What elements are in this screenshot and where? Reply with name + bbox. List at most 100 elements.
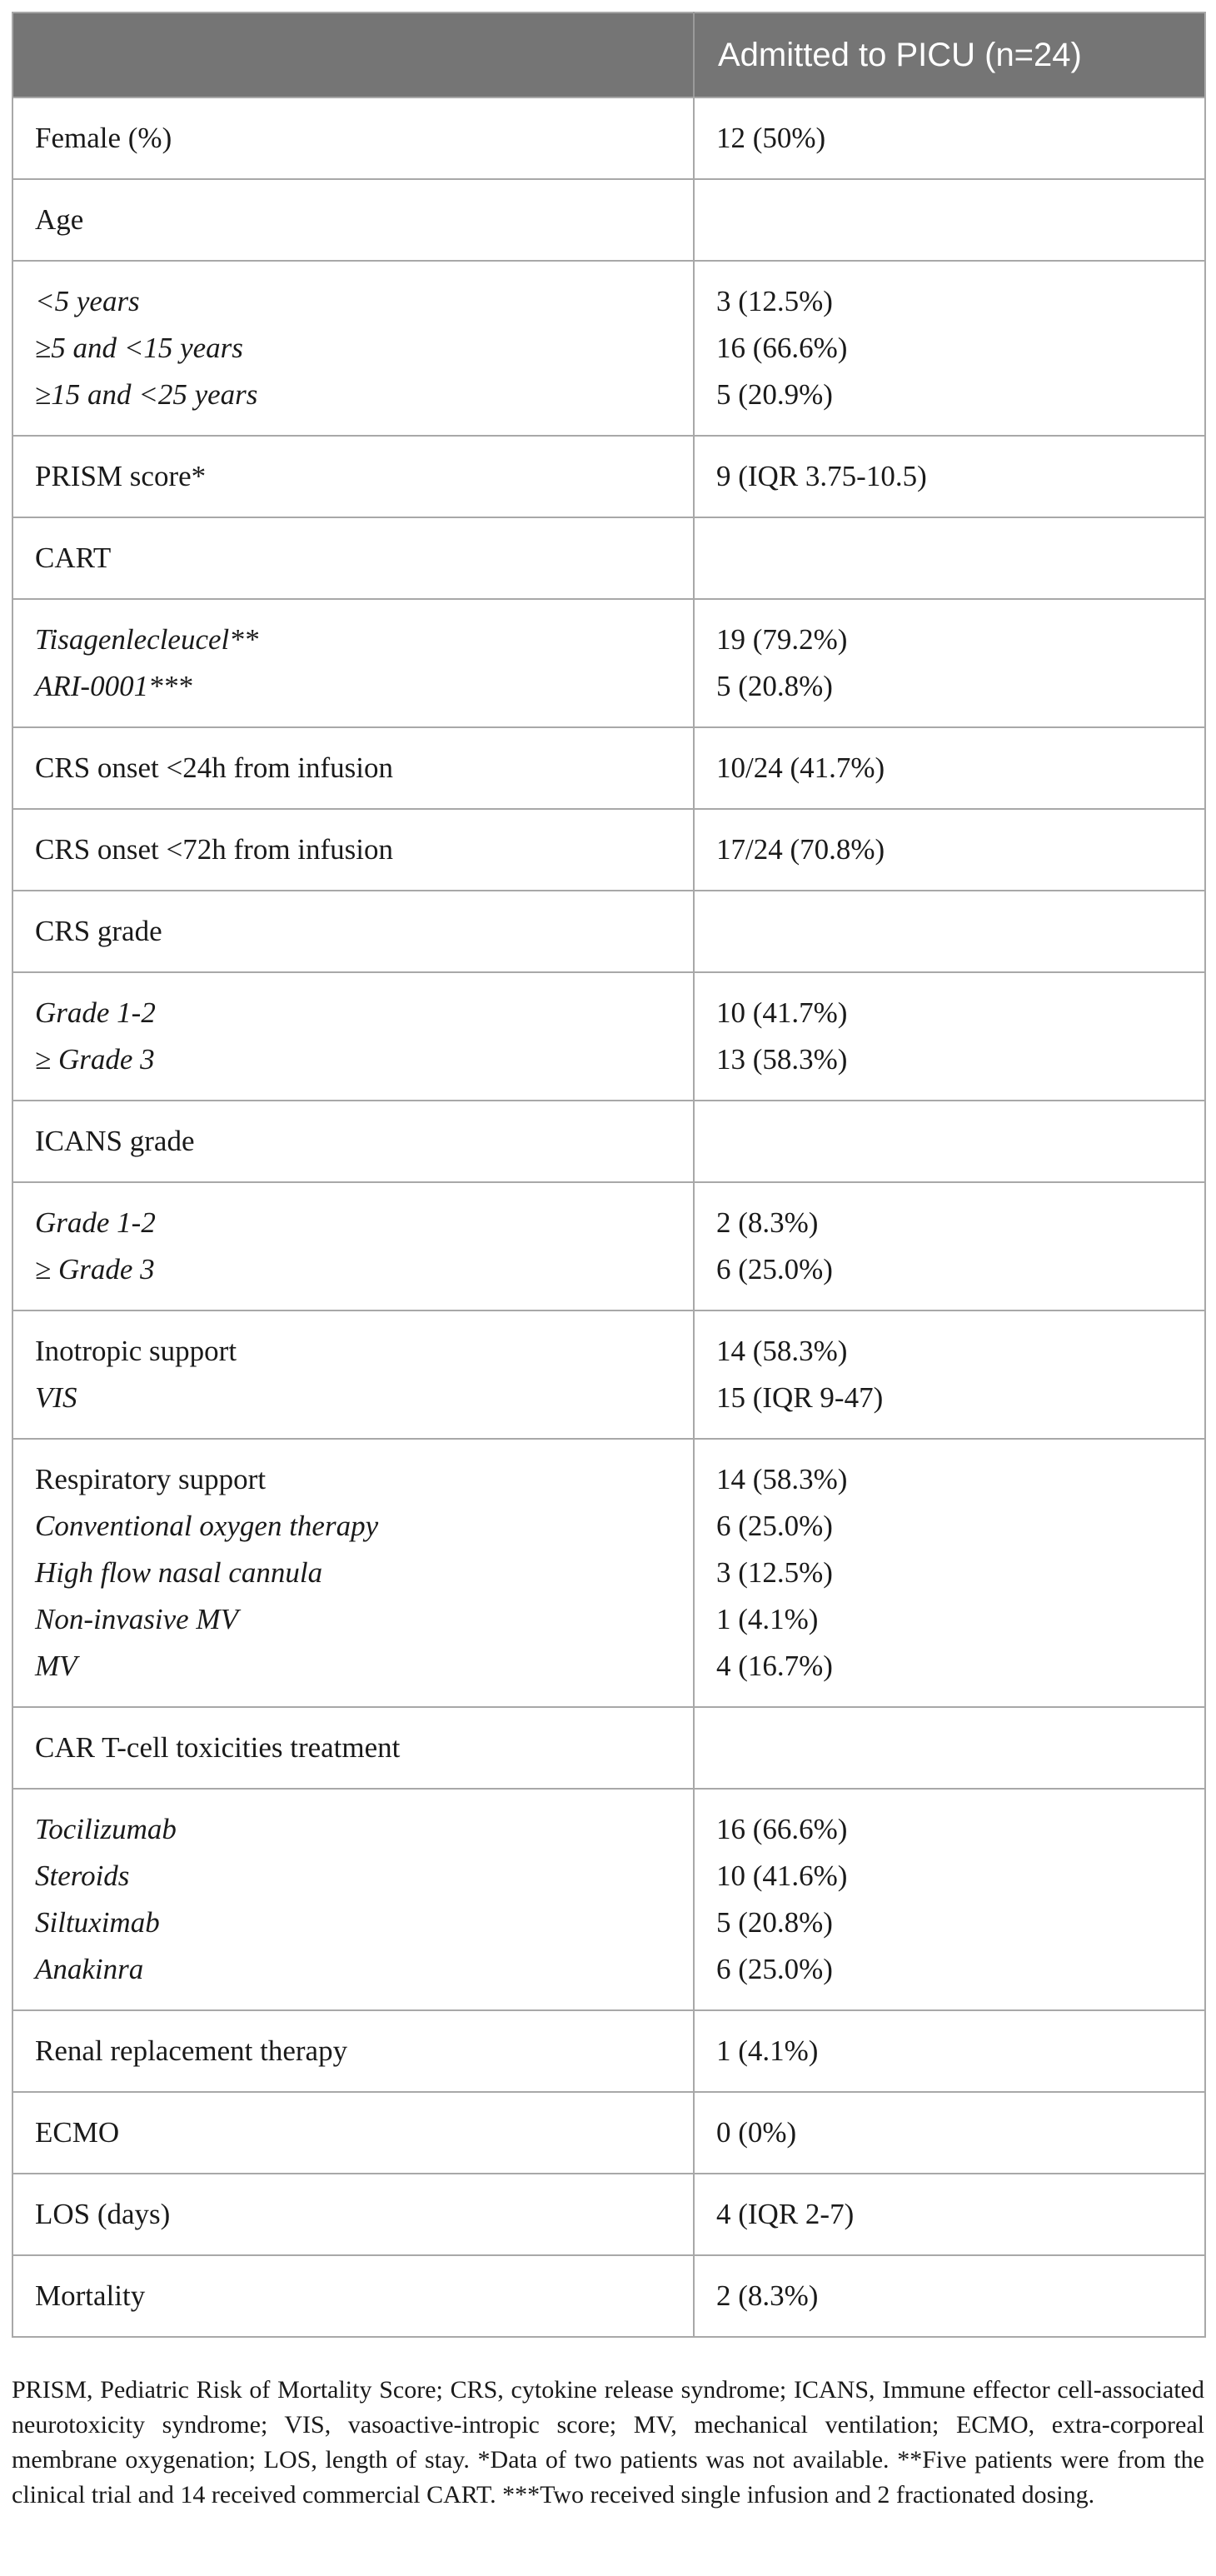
row-value: 14 (58.3%) [716, 1335, 848, 1367]
row-label-cell: Grade 1-2 ≥ Grade 3 [12, 971, 695, 1101]
table-container: Admitted to PICU (n=24) Female (%) 12 (50… [12, 12, 1206, 2338]
row-label-cell: CAR T-cell toxicities treatment [12, 1706, 695, 1790]
row-label: Siltuximab [35, 1906, 160, 1939]
row-value: 19 (79.2%) [716, 623, 848, 656]
row-label-cell: ECMO [12, 2091, 695, 2174]
table-row: Age [12, 178, 1206, 262]
row-label: ≥5 and <15 years [35, 332, 243, 364]
row-value-cell: 9 (IQR 3.75-10.5) [693, 435, 1206, 518]
row-value-cell: 0 (0%) [693, 2091, 1206, 2174]
table-row: Tocilizumab Steroids Siltuximab Anakinra 16 … [12, 1788, 1206, 2011]
row-label: Tocilizumab [35, 1813, 177, 1845]
row-value: 6 (25.0%) [716, 1253, 833, 1286]
row-label: Respiratory support [35, 1463, 267, 1495]
row-label: ≥15 and <25 years [35, 378, 258, 411]
row-label: CAR T-cell toxicities treatment [35, 1731, 401, 1764]
row-label: MV [35, 1650, 77, 1682]
row-label-cell: Mortality [12, 2254, 695, 2338]
table-row: CRS onset <72h from infusion 17/24 (70.8%… [12, 808, 1206, 891]
row-value-cell: 14 (58.3%) 15 (IQR 9-47) [693, 1310, 1206, 1440]
row-label: ARI-0001*** [35, 670, 192, 702]
row-value: 16 (66.6%) [716, 1813, 848, 1845]
row-label-cell: PRISM score* [12, 435, 695, 518]
row-value-cell: 16 (66.6%) 10 (41.6%) 5 (20.8%) 6 (25.0%) [693, 1788, 1206, 2011]
table-row: Grade 1-2 ≥ Grade 3 10 (41.7%) 13 (58.3%) [12, 971, 1206, 1101]
row-value: 17/24 (70.8%) [716, 833, 885, 866]
row-label-cell: Age [12, 178, 695, 262]
row-value: 3 (12.5%) [716, 285, 833, 317]
row-label: ICANS grade [35, 1125, 195, 1157]
row-label: LOS (days) [35, 2198, 171, 2230]
row-label: ≥ Grade 3 [35, 1253, 155, 1286]
row-value: 3 (12.5%) [716, 1556, 833, 1589]
row-label: Inotropic support [35, 1335, 237, 1367]
row-value: 10 (41.6%) [716, 1860, 848, 1892]
row-value: 1 (4.1%) [716, 1603, 819, 1635]
table-row: CAR T-cell toxicities treatment [12, 1706, 1206, 1790]
row-label-cell: <5 years ≥5 and <15 years ≥15 and <25 year… [12, 260, 695, 437]
table-row: PRISM score* 9 (IQR 3.75-10.5) [12, 435, 1206, 518]
row-value: 10 (41.7%) [716, 996, 848, 1029]
row-value: 2 (8.3%) [716, 2279, 819, 2312]
row-label: Conventional oxygen therapy [35, 1510, 379, 1542]
row-value: 6 (25.0%) [716, 1953, 833, 1985]
row-value: 5 (20.9%) [716, 378, 833, 411]
row-value: 12 (50%) [716, 122, 826, 154]
row-value: 4 (16.7%) [716, 1650, 833, 1682]
row-value: 9 (IQR 3.75-10.5) [716, 460, 927, 492]
table-row: Female (%) 12 (50%) [12, 97, 1206, 180]
row-value-cell: 3 (12.5%) 16 (66.6%) 5 (20.9%) [693, 260, 1206, 437]
table-row: CRS onset <24h from infusion 10/24 (41.7%… [12, 726, 1206, 810]
row-label-cell: ICANS grade [12, 1100, 695, 1183]
row-value-cell [693, 1100, 1206, 1183]
table-row: <5 years ≥5 and <15 years ≥15 and <25 year… [12, 260, 1206, 437]
row-label: CART [35, 542, 112, 574]
table-footnote: PRISM, Pediatric Risk of Mortality Score… [12, 2376, 1204, 2509]
header-picu-column: Admitted to PICU (n=24) [693, 12, 1206, 98]
table-row: ICANS grade [12, 1100, 1206, 1183]
row-value: 13 (58.3%) [716, 1043, 848, 1076]
row-label-cell: Female (%) [12, 97, 695, 180]
row-label: Age [35, 203, 84, 236]
row-label: CRS onset <72h from infusion [35, 833, 394, 866]
row-label-cell: Grade 1-2 ≥ Grade 3 [12, 1181, 695, 1311]
table-row: Renal replacement therapy 1 (4.1%) [12, 2009, 1206, 2093]
row-value-cell: 2 (8.3%) [693, 2254, 1206, 2338]
row-label: <5 years [35, 285, 140, 317]
table-row: Tisagenlecleucel** ARI-0001*** 19 (79.2%) 5… [12, 598, 1206, 728]
row-label: CRS grade [35, 915, 162, 947]
row-value: 14 (58.3%) [716, 1463, 848, 1495]
row-value-cell: 2 (8.3%) 6 (25.0%) [693, 1181, 1206, 1311]
row-label-cell: Tocilizumab Steroids Siltuximab Anakinra [12, 1788, 695, 2011]
row-label: Steroids [35, 1860, 130, 1892]
row-value-cell: 10/24 (41.7%) [693, 726, 1206, 810]
row-label: Mortality [35, 2279, 146, 2312]
patient-characteristics-table: Admitted to PICU (n=24) Female (%) 12 (50… [12, 12, 1206, 2338]
row-label-cell: CRS onset <24h from infusion [12, 726, 695, 810]
row-value-cell: 17/24 (70.8%) [693, 808, 1206, 891]
table-row: Respiratory support Conventional oxygen t… [12, 1438, 1206, 1708]
row-value-cell: 10 (41.7%) 13 (58.3%) [693, 971, 1206, 1101]
table-row: Mortality 2 (8.3%) [12, 2254, 1206, 2338]
row-label-cell: CRS onset <72h from infusion [12, 808, 695, 891]
row-label: Renal replacement therapy [35, 2034, 348, 2067]
row-label: ≥ Grade 3 [35, 1043, 155, 1076]
row-value: 16 (66.6%) [716, 332, 848, 364]
row-value-cell: 14 (58.3%) 6 (25.0%) 3 (12.5%) 1 (4.1%) 4 (1… [693, 1438, 1206, 1708]
row-value: 1 (4.1%) [716, 2034, 819, 2067]
row-label-cell: Respiratory support Conventional oxygen t… [12, 1438, 695, 1708]
row-label-cell: Inotropic support VIS [12, 1310, 695, 1440]
row-label-cell: Tisagenlecleucel** ARI-0001*** [12, 598, 695, 728]
table-header-row: Admitted to PICU (n=24) [12, 12, 1206, 98]
row-value-cell [693, 517, 1206, 600]
row-value: 2 (8.3%) [716, 1206, 819, 1239]
row-label: VIS [35, 1381, 77, 1414]
table-row: ECMO 0 (0%) [12, 2091, 1206, 2174]
table-row: CART [12, 517, 1206, 600]
row-value: 0 (0%) [716, 2116, 797, 2149]
row-label-cell: LOS (days) [12, 2173, 695, 2256]
row-label-cell: CRS grade [12, 890, 695, 973]
row-value: 5 (20.8%) [716, 1906, 833, 1939]
row-label: Non-invasive MV [35, 1603, 238, 1635]
row-value-cell [693, 1706, 1206, 1790]
